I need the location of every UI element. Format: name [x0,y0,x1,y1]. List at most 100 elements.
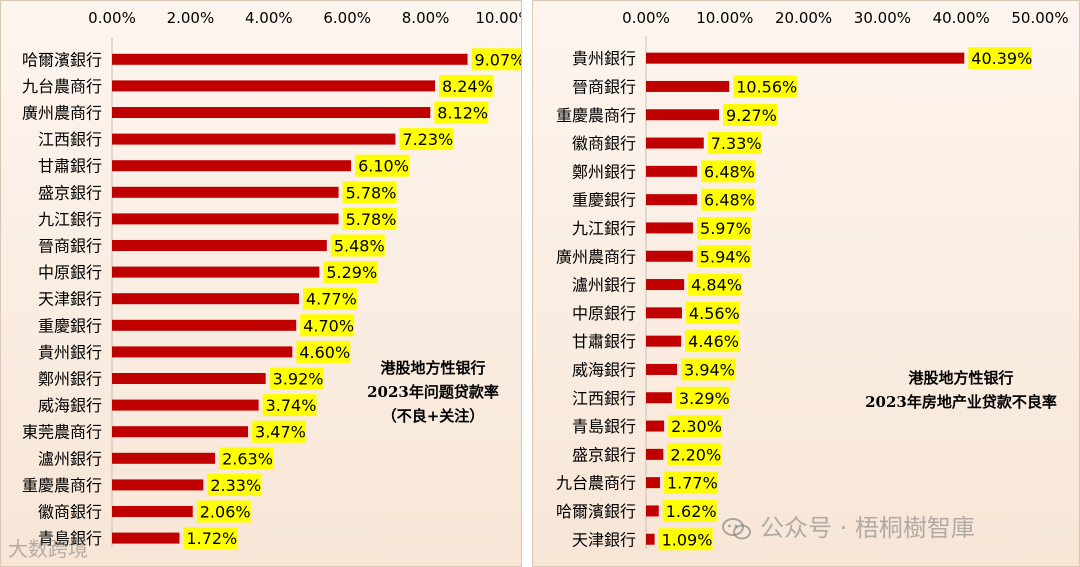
data-label-highlight [968,47,1032,70]
data-label: 2.20% [670,445,721,464]
data-label: 5.78% [346,210,397,229]
watermark-wechat: 公众号 · 梧桐樹智庫 [722,508,975,543]
category-label: 東莞農商行 [22,423,102,442]
data-label: 3.29% [679,389,730,408]
data-label: 5.78% [346,183,397,202]
bar [646,363,678,375]
data-label: 4.70% [303,316,354,335]
bar [112,293,299,305]
data-label: 2.33% [210,476,261,495]
bar [112,373,266,384]
data-label: 9.07% [475,50,522,69]
data-label: 2.63% [222,449,273,468]
bar [112,479,204,491]
bar [646,307,682,319]
bar [112,266,320,278]
data-label: 9.27% [726,106,777,125]
x-tick-label: 0.00% [622,9,670,27]
data-label-highlight [723,103,778,126]
data-label: 6.48% [704,162,755,181]
data-label-highlight [219,447,274,470]
data-label: 1.62% [666,502,717,521]
data-label-highlight [434,101,489,124]
category-label: 威海銀行 [572,360,636,379]
data-label-highlight [196,500,251,523]
category-label: 天津銀行 [38,290,102,309]
bar [112,240,327,251]
bar [112,186,339,198]
data-label-highlight [701,188,756,211]
chart-right-panel: 0.00% 10.00% 20.00% 30.00% 40.00% 50.00% 貴州銀行 4… [532,0,1080,567]
data-label: 3.47% [255,423,306,442]
bar [646,222,694,234]
x-tick-label: 4.00% [245,9,293,27]
data-label: 5.94% [700,247,751,266]
category-label: 廣州農商行 [22,104,102,123]
data-label-highlight [207,473,262,496]
data-label: 5.48% [334,237,385,256]
x-tick-label: 2.00% [167,9,215,27]
category-label: 威海銀行 [38,396,102,415]
data-label: 8.12% [437,104,488,123]
bar [646,52,965,64]
data-label-highlight [701,160,756,183]
data-label-highlight [697,216,752,239]
x-tick-label: 0.00% [88,9,136,27]
category-label: 中原銀行 [38,263,102,282]
bar [646,80,730,92]
bar [112,399,259,411]
bar [112,346,293,358]
category-label: 九台農商行 [22,77,102,96]
data-label-highlight [696,245,751,268]
bar [112,319,297,331]
chart-title-line: 港股地方性银行 [908,369,1013,387]
data-label: 40.39% [971,49,1032,68]
category-label: 哈爾濱銀行 [556,502,636,521]
category-label: 鄭州銀行 [572,162,636,181]
data-label: 7.33% [711,134,762,153]
bar [112,452,216,464]
data-label-highlight [662,499,717,522]
bar [112,426,249,438]
data-label: 5.97% [700,219,751,238]
bar [112,80,436,92]
data-label: 4.60% [299,343,350,362]
bar [646,279,685,291]
bar [646,448,664,460]
bar [112,133,396,145]
data-label-highlight [302,287,357,310]
chart-title-line: 2023年房地产业贷款不良率 [865,393,1057,411]
x-tick-label: 10.00% [696,9,753,27]
category-label: 九江銀行 [572,219,636,238]
watermark-left: 大数跨境 [8,533,88,562]
data-label-highlight [439,74,494,97]
category-label: 重慶銀行 [38,316,102,335]
data-label-highlight [183,527,238,550]
data-label-highlight [355,154,410,177]
data-label: 4.46% [688,332,739,351]
data-label-highlight [685,301,740,324]
x-tick-label: 20.00% [775,9,832,27]
x-tick-label: 6.00% [323,9,371,27]
panel-divider [522,0,532,567]
category-label: 晉商銀行 [572,77,636,96]
bar [112,53,468,65]
bar [646,335,682,347]
chart-title-line: （不良+关注） [382,407,485,425]
category-label: 甘肅銀行 [38,157,102,176]
category-label: 九江銀行 [38,210,102,229]
data-label-highlight [707,132,762,155]
bar [646,533,655,545]
data-label-highlight [342,207,397,230]
category-label: 九台農商行 [556,474,636,493]
data-label-highlight [663,471,718,494]
x-tick-label: 40.00% [933,9,990,27]
category-label: 晉商銀行 [38,237,102,256]
bar [112,107,431,118]
data-label-highlight [269,367,324,390]
data-label-highlight [668,415,723,438]
category-label: 重慶銀行 [572,191,636,210]
data-label: 3.94% [684,360,735,379]
bar [112,160,352,172]
data-label: 10.56% [736,77,797,96]
